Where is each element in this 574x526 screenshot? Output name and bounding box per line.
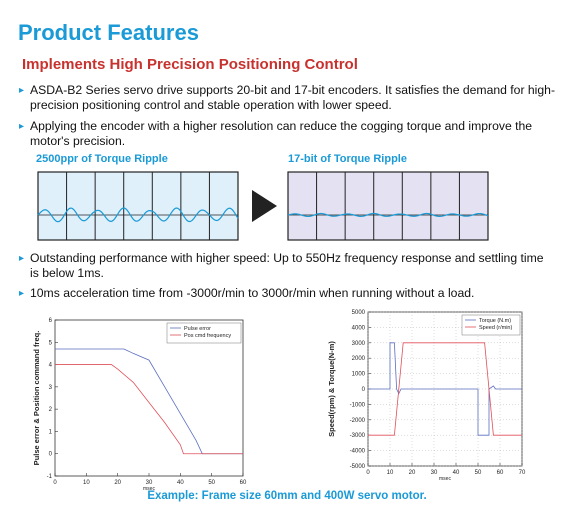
x-axis-label: msec — [143, 486, 155, 490]
data-line — [368, 342, 522, 436]
ripple-label: 17-bit of Torque Ripple — [288, 153, 407, 165]
y-tick-label: 0 — [49, 452, 53, 458]
bullet: Applying the encoder with a higher resol… — [19, 119, 555, 149]
panel — [37, 171, 239, 241]
y-tick-label: 2 — [49, 407, 53, 413]
y-tick-label: 1 — [49, 429, 53, 435]
chart: -5000 -4000 -3000 -2000 -1000 0 1000 2000 3000 40… — [327, 310, 526, 482]
x-tick-label: 60 — [497, 470, 504, 476]
x-tick-label: 10 — [387, 470, 394, 476]
bullet: ASDA-B2 Series servo drive supports 20-b… — [19, 83, 555, 113]
y-tick-label: 5 — [49, 340, 53, 346]
y-tick-label: 4000 — [352, 325, 366, 331]
y-tick-label: 0 — [362, 387, 366, 393]
legend — [461, 314, 521, 336]
ripple-label: 2500ppr of Torque Ripple — [36, 153, 168, 165]
ripple-panels — [37, 171, 489, 241]
caption: Example: Frame size 60mm and 400W servo … — [147, 490, 427, 502]
y-tick-label: 3 — [49, 385, 53, 391]
ripple-wave — [37, 207, 239, 223]
data-line — [368, 342, 522, 436]
arrow — [252, 190, 277, 222]
x-tick-label: 50 — [208, 480, 215, 486]
legend-label: Pos cmd frequency — [184, 333, 231, 339]
title: Product Features — [18, 20, 199, 45]
x-axis-label: msec — [439, 476, 451, 482]
x-tick-label: 40 — [177, 480, 184, 486]
panel — [287, 171, 489, 241]
x-tick-label: 50 — [475, 470, 482, 476]
heading: Implements High Precision Positioning Co… — [22, 56, 358, 73]
y-axis-label: Speed(rpm) & Torque(N-m) — [327, 341, 336, 437]
x-tick-label: 0 — [53, 480, 57, 486]
bullet: Outstanding performance with higher spee… — [19, 251, 555, 281]
x-tick-label: 30 — [431, 470, 438, 476]
x-tick-label: 0 — [366, 470, 370, 476]
plot-area — [54, 319, 244, 477]
y-tick-label: 2000 — [352, 356, 366, 362]
data-line — [55, 364, 243, 455]
y-tick-label: 6 — [49, 318, 53, 324]
legend — [166, 322, 242, 344]
legend-label: Torque (N.m) — [479, 318, 511, 324]
y-tick-label: -3000 — [350, 433, 366, 439]
x-tick-label: 10 — [83, 480, 90, 486]
y-tick-label: -4000 — [350, 449, 366, 455]
y-tick-label: -5000 — [350, 464, 366, 470]
x-tick-label: 60 — [240, 480, 247, 486]
x-tick-label: 70 — [519, 470, 526, 476]
y-tick-label: 1000 — [352, 372, 366, 378]
y-tick-label: 5000 — [352, 310, 366, 316]
y-axis-label: Pulse error & Position command freq. — [32, 331, 41, 466]
y-tick-label: -2000 — [350, 418, 366, 424]
x-tick-label: 20 — [114, 480, 121, 486]
x-tick-label: 30 — [146, 480, 153, 486]
x-tick-label: 40 — [453, 470, 460, 476]
ripple-wave — [287, 212, 489, 218]
legend-label: Speed (r/min) — [479, 325, 512, 331]
y-tick-label: -1000 — [350, 402, 366, 408]
legend-label: Pulse error — [184, 326, 211, 332]
bullet: 10ms acceleration time from -3000r/min t… — [19, 286, 555, 301]
x-tick-label: 20 — [409, 470, 416, 476]
y-tick-label: -1 — [47, 474, 53, 480]
y-tick-label: 3000 — [352, 341, 366, 347]
y-tick-label: 4 — [49, 363, 53, 369]
